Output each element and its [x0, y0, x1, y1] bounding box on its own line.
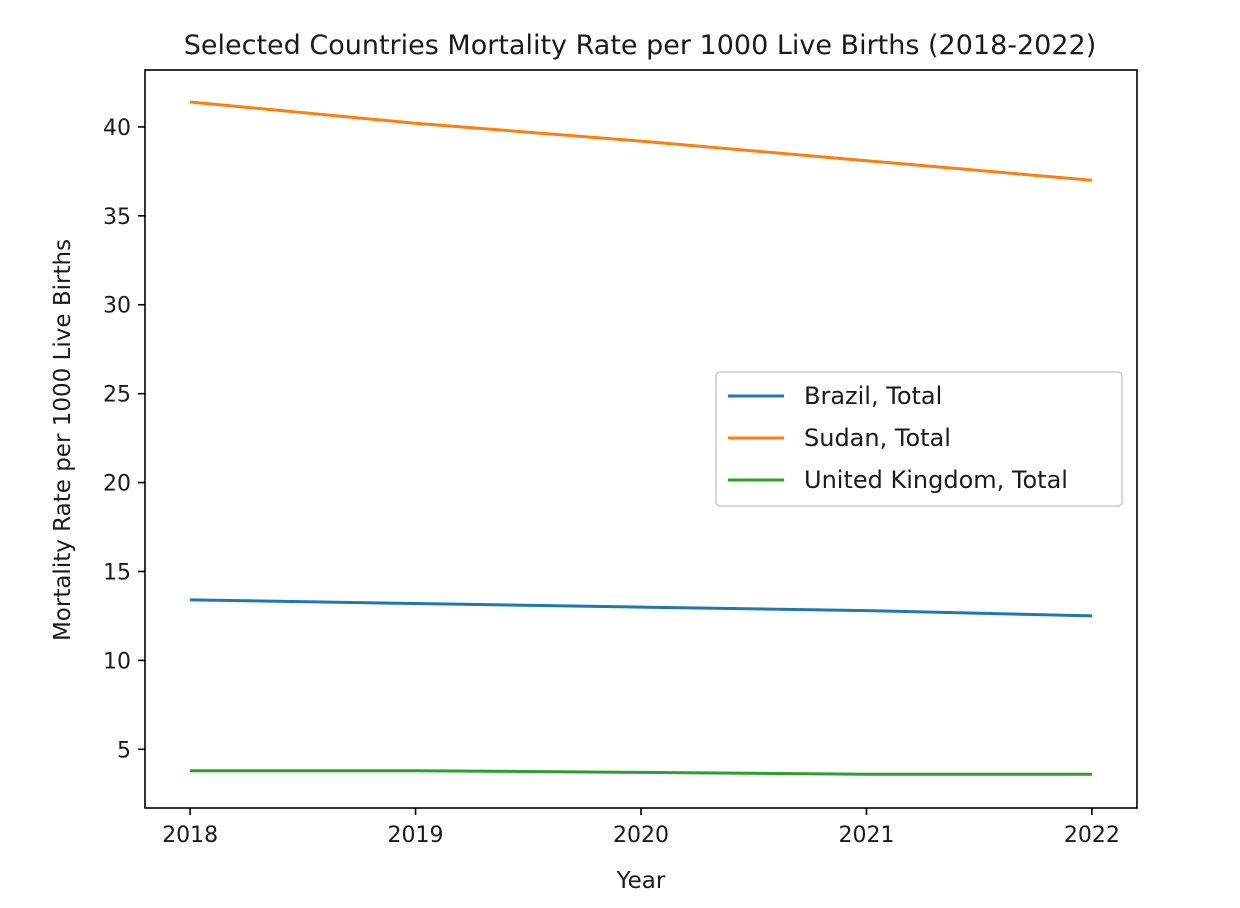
- x-tick-label: 2020: [613, 823, 669, 848]
- y-tick-label: 10: [103, 649, 131, 674]
- x-tick-label: 2022: [1064, 823, 1120, 848]
- y-axis-label: Mortality Rate per 1000 Live Births: [50, 239, 76, 641]
- y-tick-label: 20: [103, 472, 131, 497]
- x-axis-label: Year: [616, 868, 666, 894]
- series-line-united-kingdom-total: [190, 769, 1092, 776]
- series-line-brazil-total: [190, 598, 1092, 618]
- series-line-sudan-total: [189, 100, 1093, 182]
- legend-label: Sudan, Total: [804, 424, 951, 452]
- y-tick-label: 35: [103, 205, 131, 230]
- chart-title: Selected Countries Mortality Rate per 10…: [184, 30, 1097, 61]
- series-layer: [189, 100, 1093, 776]
- y-tick-label: 5: [117, 738, 131, 763]
- y-tick-label: 15: [103, 560, 131, 585]
- legend-label: United Kingdom, Total: [804, 466, 1068, 494]
- legend-label: Brazil, Total: [804, 382, 942, 410]
- legend: Brazil, Total Sudan, Total United Kingdom,…: [715, 371, 1123, 507]
- y-tick-label: 25: [103, 383, 131, 408]
- x-tick-label: 2021: [838, 823, 894, 848]
- y-axis: 5 10 15 20 25 30 35 40: [103, 116, 145, 763]
- y-tick-label: 30: [103, 294, 131, 319]
- x-axis: 2018 2019 2020 2021 2022: [162, 808, 1120, 848]
- x-tick-label: 2019: [388, 823, 444, 848]
- y-tick-label: 40: [103, 116, 131, 141]
- legend-box: [715, 371, 1123, 507]
- x-tick-label: 2018: [162, 823, 218, 848]
